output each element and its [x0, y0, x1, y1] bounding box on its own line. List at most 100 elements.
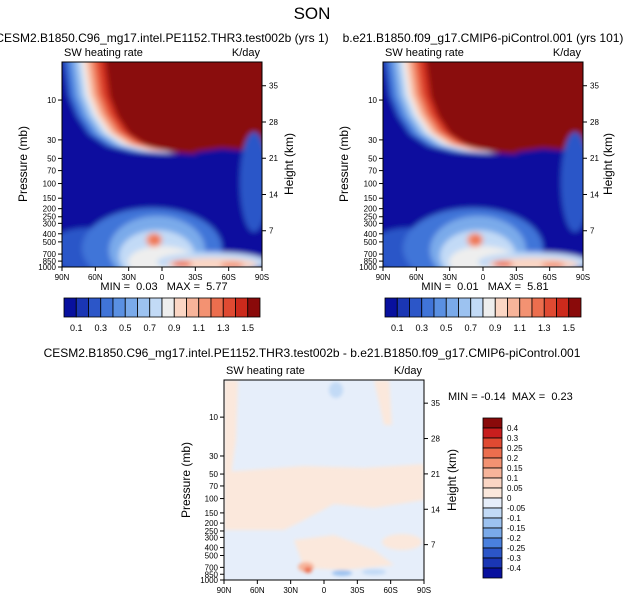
colorbar-swatch — [384, 297, 398, 318]
panel-b: b.e21.B1850.f09_g17.CMIP6-piControl.001 … — [337, 31, 623, 333]
y-tick-label: 250 — [205, 527, 219, 536]
y-tick-label: 70 — [209, 482, 218, 491]
polar-band — [561, 132, 583, 232]
positive-band — [294, 535, 394, 570]
colorbar-swatch — [568, 297, 582, 318]
figure-title: SON — [294, 4, 331, 23]
colorbar-label: -0.05 — [507, 504, 526, 513]
panel-diff-stats: MIN = -0.14 MAX = 0.23 — [448, 391, 573, 403]
tropo-peak — [472, 236, 480, 244]
x-tick-label: 0 — [481, 273, 486, 282]
y-tick-label: 30 — [368, 136, 377, 145]
x-tick-label: 30S — [188, 273, 202, 282]
panel-a-stats: MIN = 0.03 MAX = 5.77 — [100, 281, 227, 293]
colorbar-swatch — [482, 487, 503, 499]
y-tick-label: 100 — [43, 180, 57, 189]
colorbar-swatch — [445, 297, 459, 318]
y-tick-label: 100 — [205, 495, 219, 504]
tropo-peak — [172, 261, 192, 267]
colorbar-label: 0.3 — [94, 323, 107, 333]
colorbar-swatch — [63, 297, 77, 318]
negative-band — [362, 569, 386, 575]
colorbar-label: 1.5 — [241, 323, 254, 333]
negative-band — [329, 382, 343, 398]
colorbar-swatch — [482, 467, 503, 479]
colorbar-swatch — [556, 297, 570, 318]
colorbar-label: 0.1 — [507, 474, 519, 483]
height-tick-label: 14 — [590, 190, 599, 199]
colorbar-swatch — [482, 437, 503, 449]
height-tick-label: 7 — [431, 541, 436, 550]
y-tick-label: 1000 — [359, 263, 377, 272]
colorbar-label: 0.25 — [507, 444, 523, 453]
x-tick-label: 90N — [217, 586, 232, 595]
colorbar-swatch — [482, 497, 503, 509]
colorbar-swatch — [173, 297, 187, 318]
colorbar-swatch — [507, 297, 521, 318]
colorbar-label: -0.25 — [507, 544, 526, 553]
y-tick-label: 50 — [368, 154, 377, 163]
colorbar-swatch — [494, 297, 508, 318]
height-tick-label: 14 — [269, 190, 278, 199]
y-tick-label: 100 — [364, 180, 378, 189]
colorbar-swatch — [222, 297, 236, 318]
height-tick-label: 28 — [431, 435, 440, 444]
height-tick-label: 21 — [269, 154, 278, 163]
panel-diff-right-label: K/day — [394, 365, 423, 377]
colorbar-swatch — [137, 297, 151, 318]
colorbar-swatch — [470, 297, 484, 318]
y-tick-label: 70 — [368, 167, 377, 176]
colorbar-label: 0.7 — [464, 323, 477, 333]
x-tick-label: 60S — [543, 273, 557, 282]
positive-band — [382, 534, 422, 550]
colorbar-swatch — [482, 417, 503, 429]
tropo-peak — [541, 262, 565, 267]
colorbar-swatch — [482, 457, 503, 469]
y-tick-label: 500 — [205, 551, 219, 560]
height-tick-label: 21 — [590, 154, 599, 163]
panel-b-axes: 90N 60N 30N 0 30S 60S 90S103050701001502002503… — [359, 82, 599, 282]
panel-b-ylabel2: Height (km) — [601, 133, 615, 195]
colorbar-swatch — [247, 297, 261, 318]
colorbar-swatch — [482, 507, 503, 519]
colorbar-swatch — [161, 297, 175, 318]
colorbar-label: 1.5 — [562, 323, 575, 333]
panel-diff-axes: 90N 60N 30N 0 30S 60S 90S103050701001502002503… — [200, 399, 440, 595]
polar-band — [240, 132, 262, 232]
y-tick-label: 10 — [368, 96, 377, 105]
y-tick-label: 200 — [43, 205, 57, 214]
colorbar-swatch — [458, 297, 472, 318]
contour-band — [105, 62, 262, 155]
panel-b-ylabel: Pressure (mb) — [337, 126, 351, 202]
contour-fill — [383, 62, 583, 267]
colorbar-swatch — [482, 537, 503, 549]
colorbar-label: 0.3 — [415, 323, 428, 333]
panel-a-left-label: SW heating rate — [64, 47, 143, 59]
panel-a-axes: 90N 60N 30N 0 30S 60S 90S103050701001502002503… — [38, 82, 278, 282]
panel-b-title: b.e21.B1850.f09_g17.CMIP6-piControl.001 … — [343, 31, 624, 45]
height-tick-label: 35 — [590, 82, 599, 91]
y-tick-label: 10 — [47, 96, 56, 105]
negative-core — [332, 570, 352, 576]
colorbar-swatch — [396, 297, 410, 318]
colorbar-swatch — [210, 297, 224, 318]
x-tick-label: 30S — [350, 586, 364, 595]
panel-b-field — [383, 62, 583, 267]
panel-a-field — [62, 62, 262, 267]
colorbar-label: 0.15 — [507, 464, 523, 473]
colorbar-swatch — [149, 297, 163, 318]
x-tick-label: 90S — [417, 586, 431, 595]
positive-band — [374, 380, 392, 425]
y-tick-label: 700 — [364, 250, 378, 259]
colorbar-swatch — [198, 297, 212, 318]
positive-band — [224, 464, 424, 530]
y-tick-label: 850 — [364, 257, 378, 266]
panel-diff: CESM2.B1850.C96_mg17.intel.PE1152.THR3.t… — [44, 346, 581, 595]
y-tick-label: 400 — [43, 230, 57, 239]
height-tick-label: 14 — [431, 505, 440, 514]
x-tick-label: 0 — [322, 586, 327, 595]
colorbar-swatch — [482, 427, 503, 439]
height-tick-label: 28 — [590, 118, 599, 127]
contour-fill — [62, 62, 262, 267]
